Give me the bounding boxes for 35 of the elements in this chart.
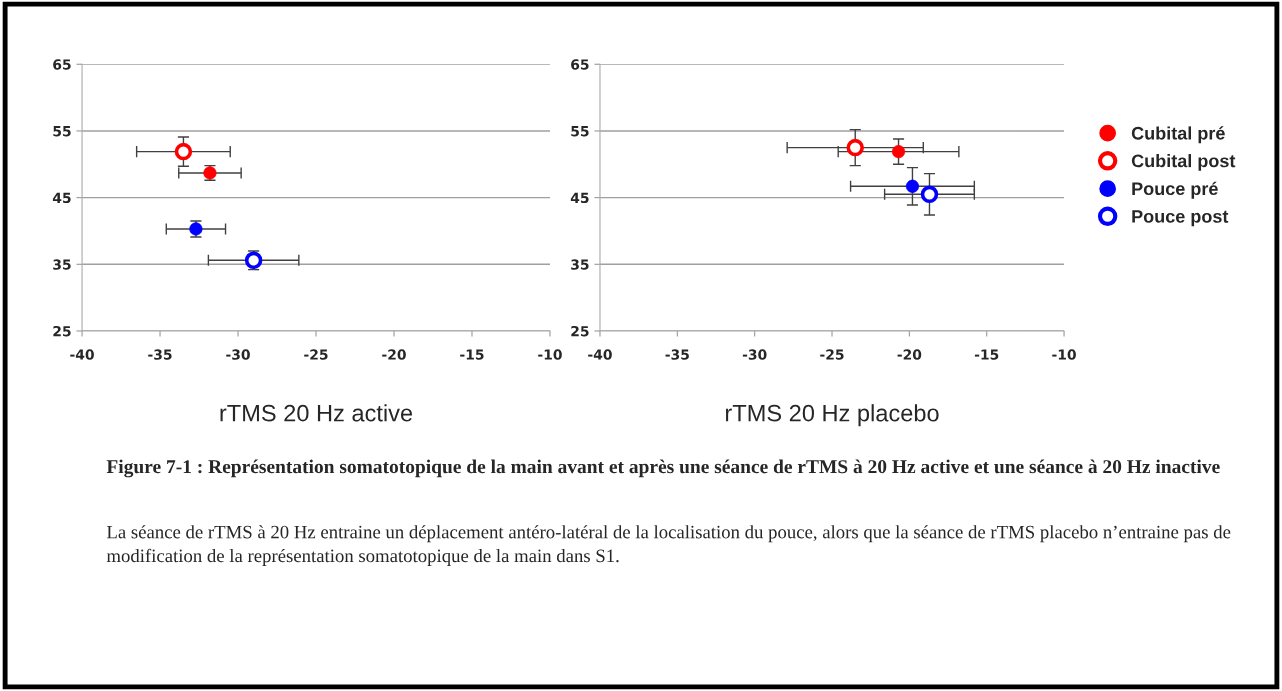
point [920, 185, 939, 204]
x-tick-label: -10 [1052, 349, 1076, 360]
x-tick-label: -20 [897, 349, 922, 360]
y-tick-label: 55 [53, 126, 71, 137]
y-tick-label: 35 [571, 259, 589, 270]
caption: Figure 7-1 : Représentation somatotopique de la main avant et après une séance de rTMS à 20 Hz active et une séance à 20 Hz inactive [106, 459, 1220, 478]
x-axis-title: rTMS 20 Hz placebo [725, 404, 939, 427]
legend-label: Pouce post [1132, 210, 1229, 227]
y-tick-label: 55 [571, 126, 589, 137]
x-tick-label: -40 [588, 349, 612, 360]
x-tick-label: -15 [460, 349, 484, 360]
y-tick-label: 25 [53, 325, 71, 337]
x-axis-title: rTMS 20 Hz active [220, 404, 413, 422]
legend-label: Cubital pré [1131, 126, 1225, 144]
y-tick-label: 65 [53, 59, 71, 70]
y-tick-label: 65 [571, 59, 589, 70]
x-tick-label: -40 [70, 349, 94, 360]
x-tick-label: -35 [665, 349, 689, 360]
x-tick-label: -20 [382, 349, 406, 360]
text: La séance de rTMS à 20 Hz entraine un déplacement antéro-latéral de la localisation du pouce, alors que la séance de rTMS placebo n’entraine pas de modification de la représentation somatotopique de la main dans S1. [106, 525, 1231, 566]
x-tick-label: -30 [226, 349, 250, 360]
legend-label: Cubital post [1131, 154, 1236, 171]
point [174, 142, 193, 161]
x-tick-label: -10 [538, 349, 562, 360]
y-tick-label: 25 [571, 325, 589, 337]
y-tick-label: 45 [52, 192, 71, 204]
x-tick-label: -25 [820, 349, 844, 360]
x-tick-label: -25 [304, 349, 328, 360]
x-tick-label: -15 [974, 349, 999, 360]
legend-label: Pouce pré [1132, 181, 1218, 199]
y-tick-label: 45 [570, 192, 589, 204]
point [846, 138, 864, 157]
x-tick-label: -30 [742, 349, 767, 360]
y-tick-label: 35 [53, 259, 71, 270]
x-tick-label: -35 [148, 349, 172, 360]
